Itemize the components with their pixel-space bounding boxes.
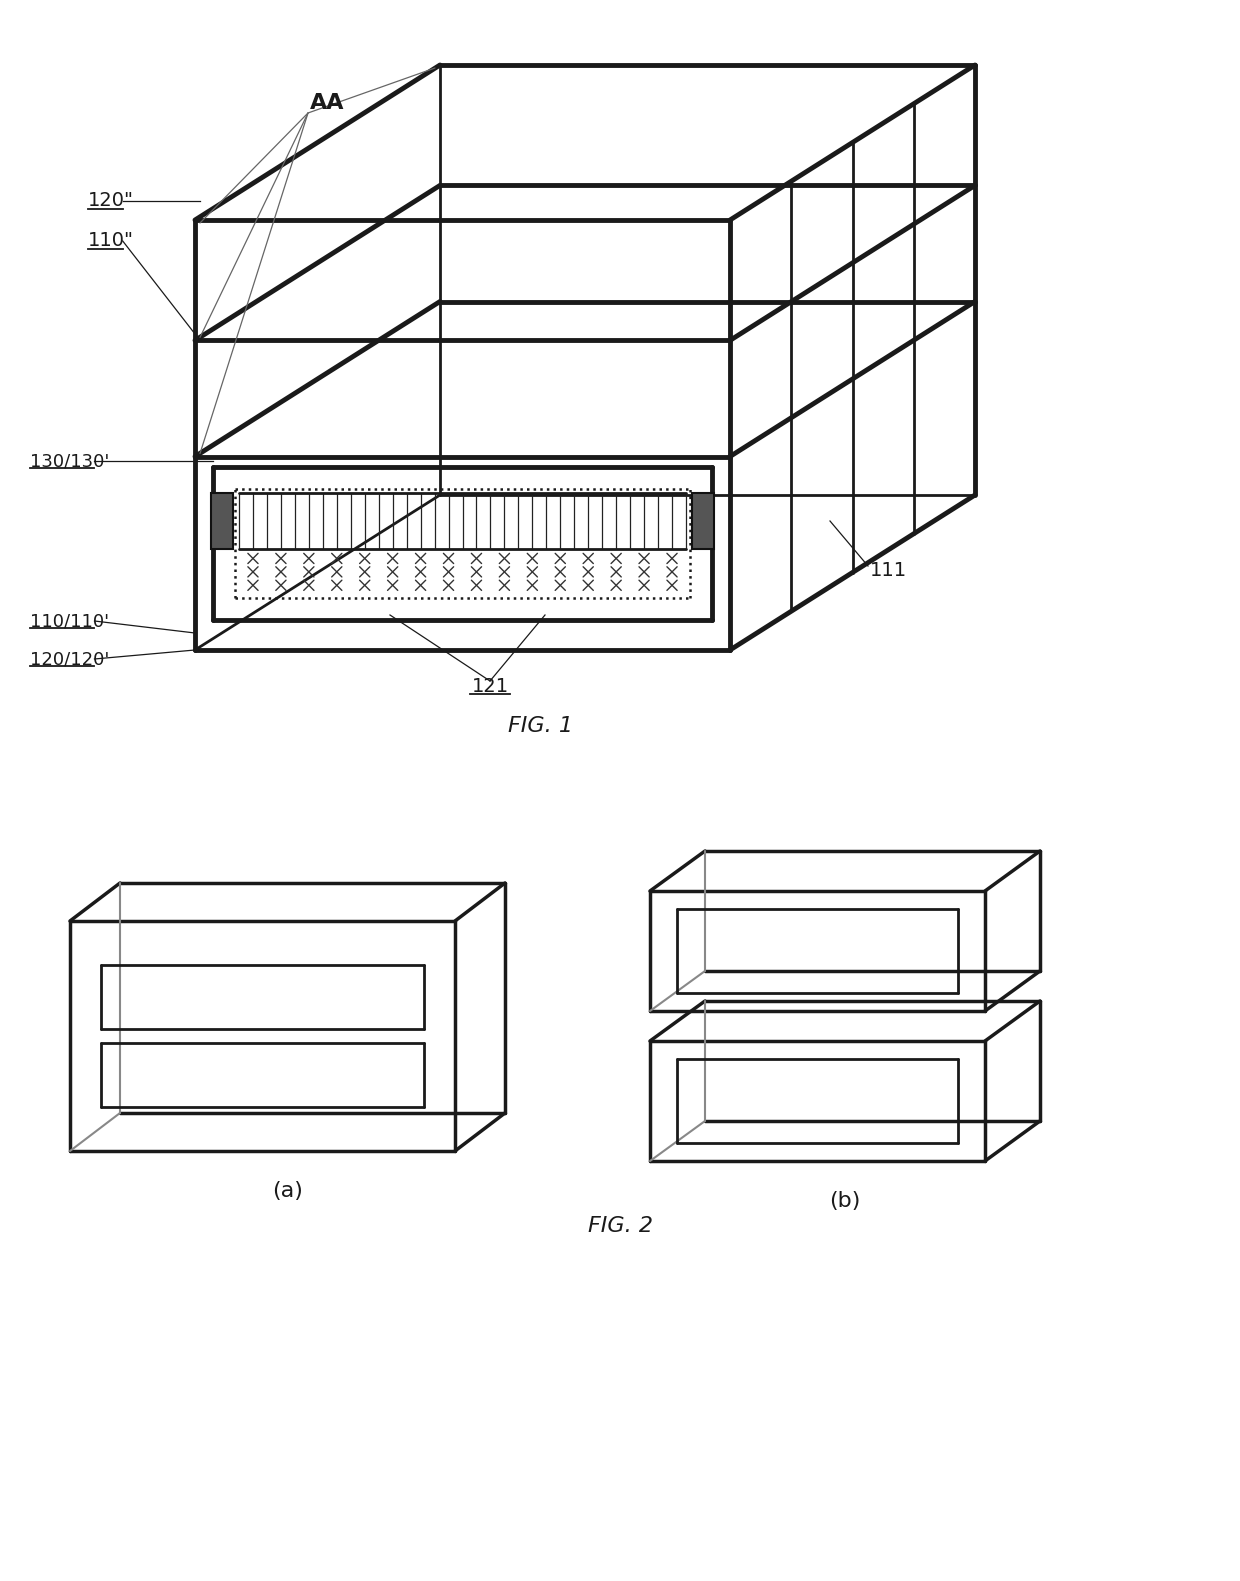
Text: 121: 121 — [471, 677, 508, 696]
Text: 110/110': 110/110' — [30, 612, 109, 629]
Text: 120/120': 120/120' — [30, 650, 109, 669]
Bar — [211, 493, 233, 549]
Text: (a): (a) — [272, 1181, 303, 1202]
Text: AA: AA — [310, 93, 345, 112]
Text: 130/130': 130/130' — [30, 452, 109, 470]
Text: FIG. 1: FIG. 1 — [507, 716, 573, 737]
Text: FIG. 2: FIG. 2 — [588, 1216, 652, 1236]
Bar — [692, 493, 714, 549]
Text: 110": 110" — [88, 231, 134, 250]
Text: 120": 120" — [88, 191, 134, 210]
Text: (b): (b) — [830, 1190, 861, 1211]
Text: 111: 111 — [870, 561, 908, 580]
